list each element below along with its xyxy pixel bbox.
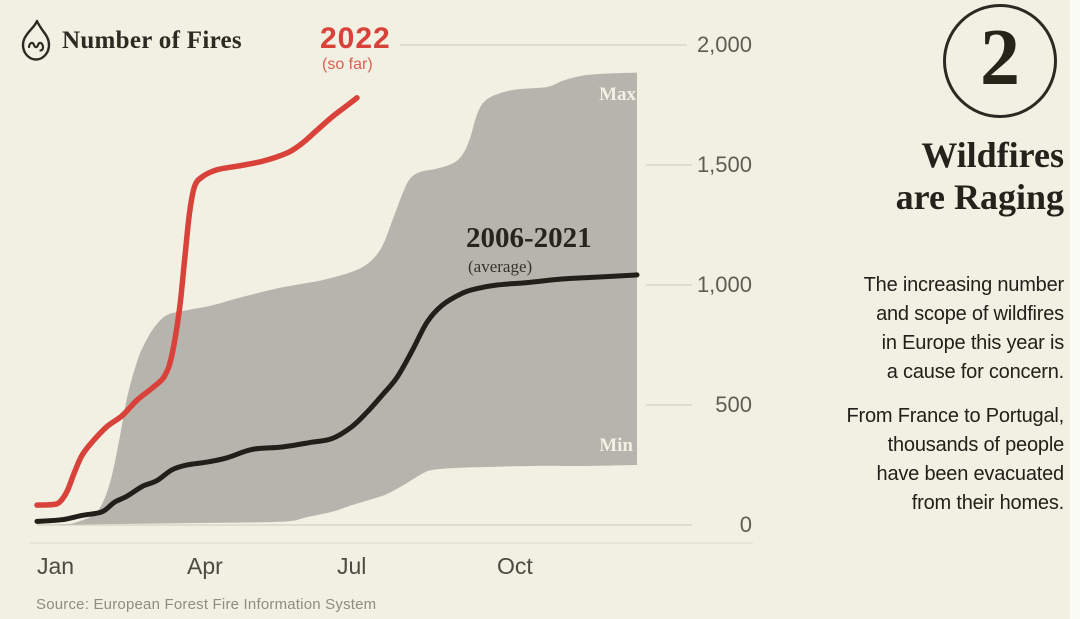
- chart-title: Number of Fires: [62, 27, 242, 54]
- page-edge-strip: [1070, 0, 1080, 619]
- y-tick-label-500: 500: [715, 392, 752, 417]
- band-max-label: Max: [599, 84, 636, 105]
- series-2022-sublabel: (so far): [322, 56, 373, 73]
- y-tick-label-0: 0: [739, 512, 752, 537]
- y-tick-label-1500: 1,500: [696, 152, 752, 177]
- section-paragraph-2: From France to Portugal, thousands of pe…: [846, 405, 1064, 514]
- x-tick-label-jan: Jan: [37, 553, 75, 579]
- flame-icon: [16, 19, 56, 63]
- average-series-label: 2006-2021: [466, 222, 592, 254]
- source-note: Source: European Forest Fire Information…: [36, 596, 377, 613]
- y-tick-label-1000: 1,000: [696, 272, 752, 297]
- series-2022-label: 2022: [320, 22, 391, 55]
- x-tick-label-jul: Jul: [337, 553, 367, 579]
- fires-chart: [30, 44, 753, 544]
- line-2022: [34, 95, 360, 508]
- average-series-sublabel: (average): [468, 257, 533, 276]
- section-number-badge: 2: [943, 4, 1057, 118]
- x-tick-label-apr: Apr: [187, 553, 223, 579]
- section-number: 2: [980, 14, 1020, 102]
- average-2006-2021-line: [34, 272, 640, 524]
- band-min-label: Min: [599, 435, 633, 456]
- section-title: Wildfires are Raging: [895, 135, 1064, 217]
- section-paragraph-1: The increasing number and scope of wildf…: [863, 274, 1065, 383]
- y-tick-label-2000: 2,000: [696, 32, 752, 57]
- x-tick-label-oct: Oct: [497, 553, 533, 579]
- min-max-band: [37, 72, 637, 525]
